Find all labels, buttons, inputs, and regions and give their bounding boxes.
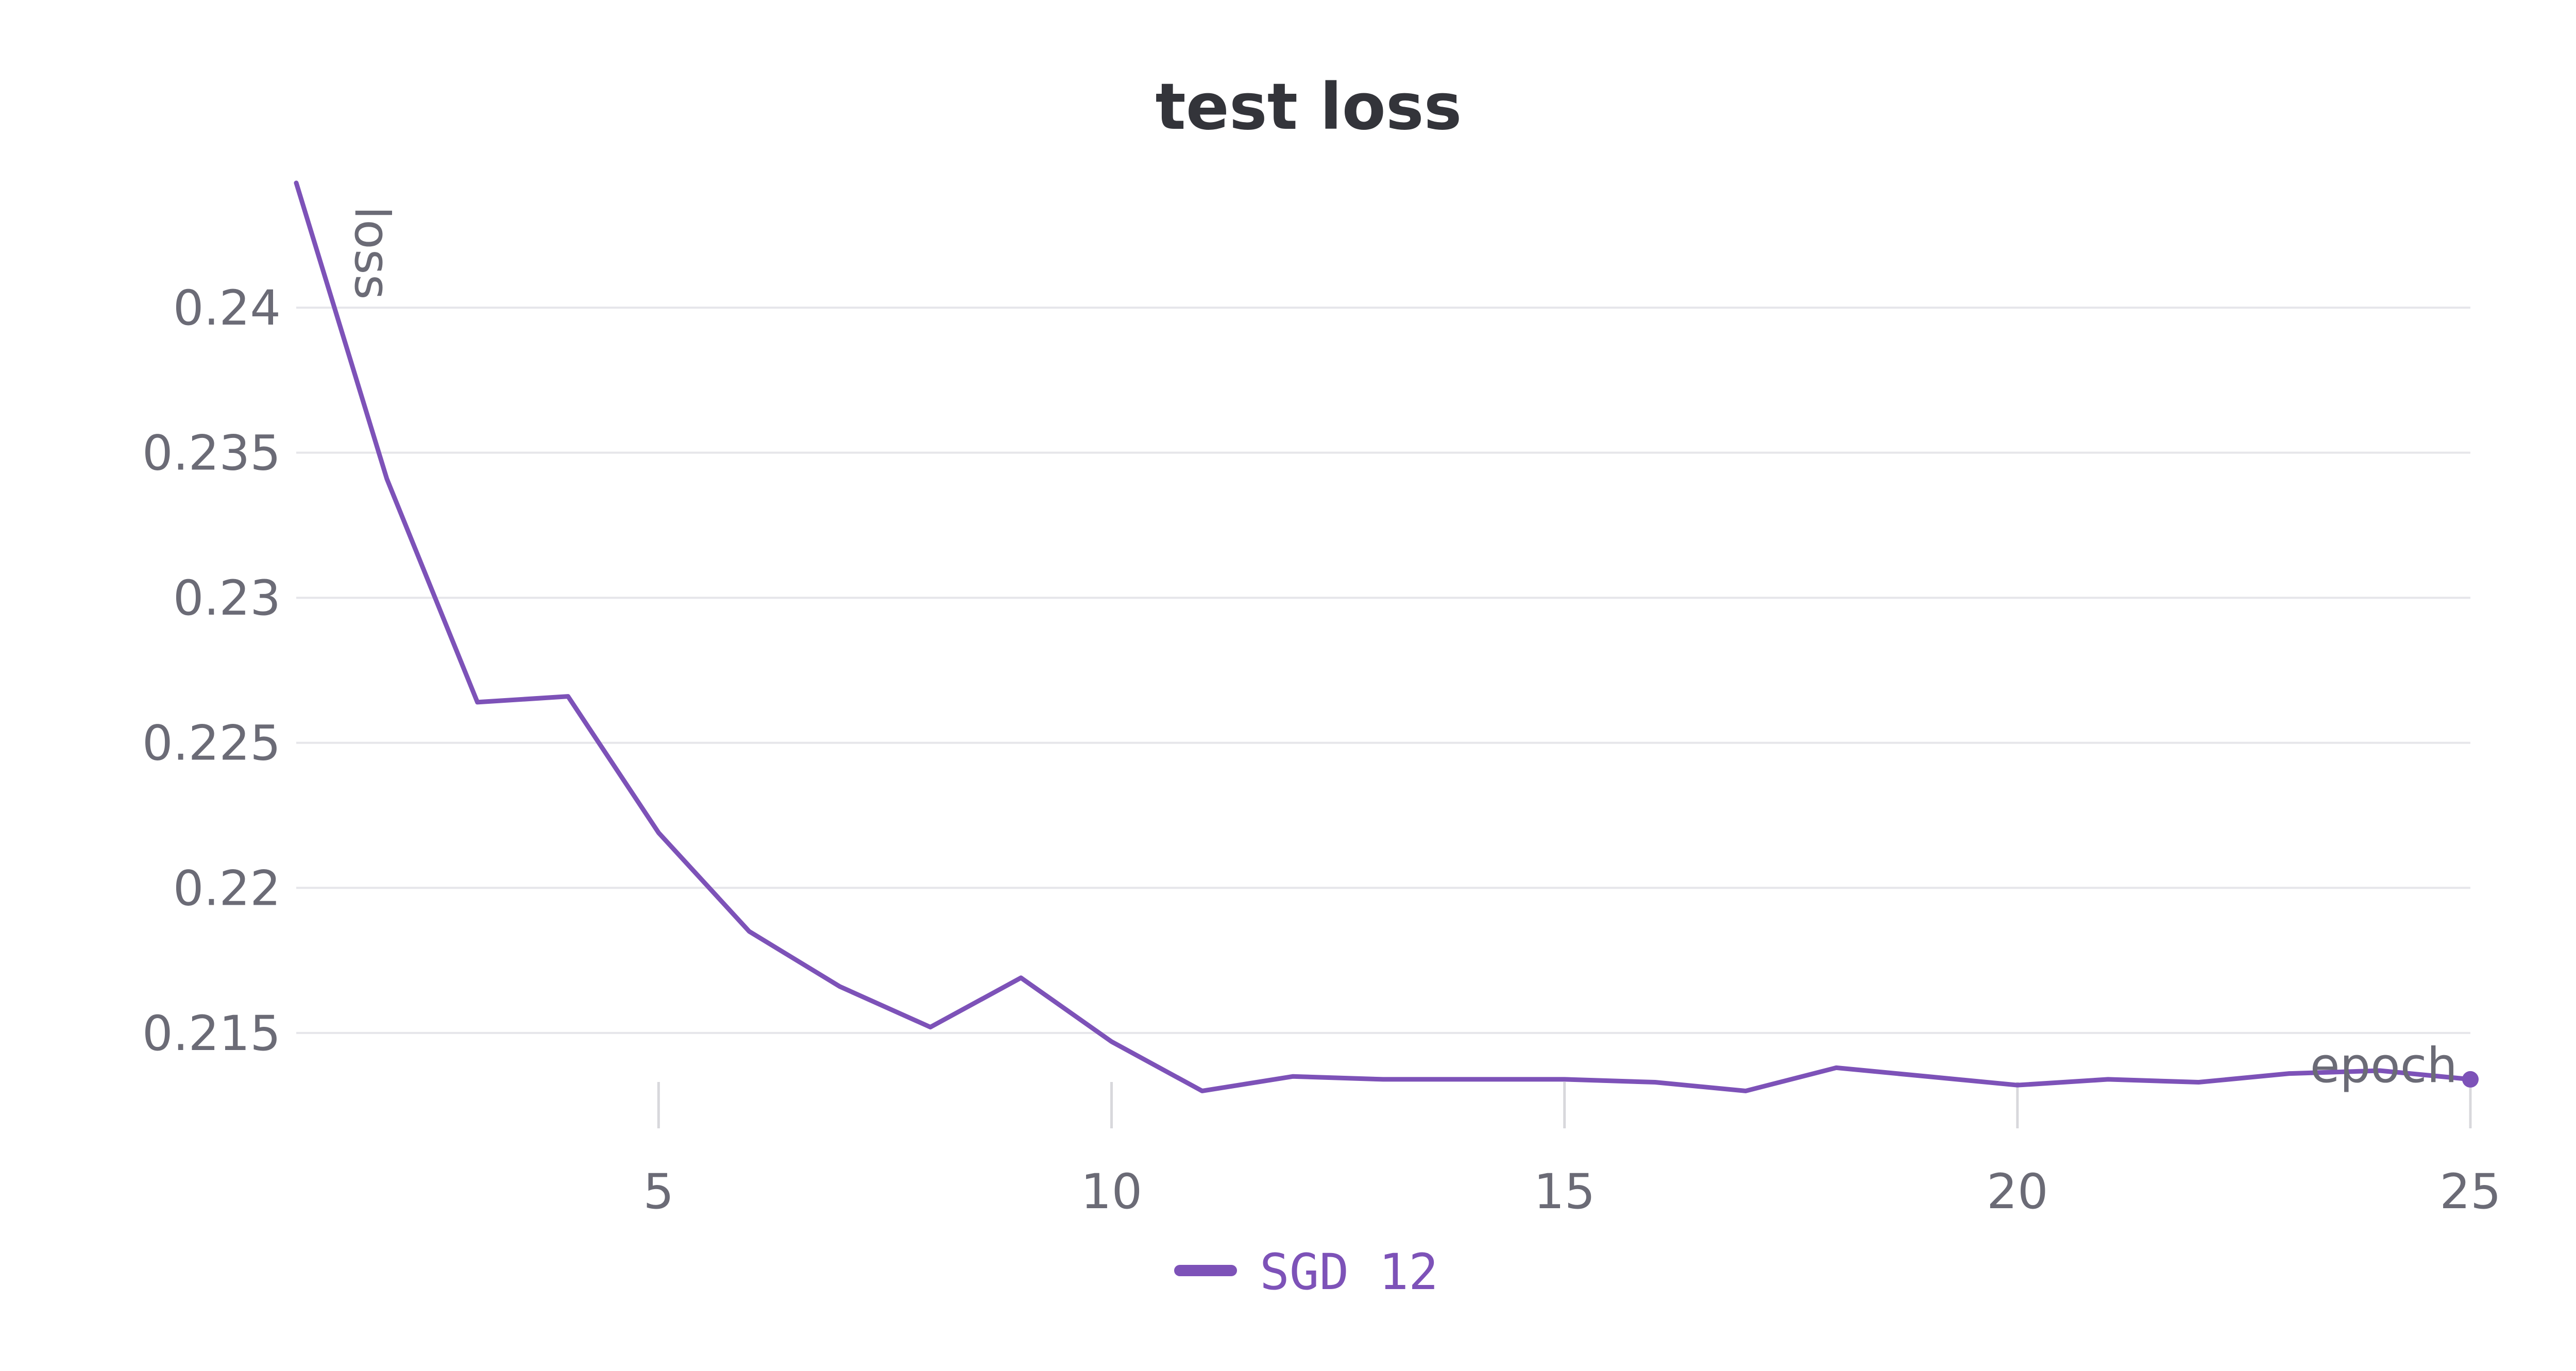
x-axis-label: epoch (2310, 1038, 2458, 1094)
legend-label-sgd-12: SGD 12 (1260, 1243, 1438, 1301)
x-tick-label: 25 (2439, 1164, 2501, 1220)
y-tick-label: 0.215 (142, 1006, 281, 1062)
x-axis-ticks: 5 10 15 20 25 (643, 1082, 2501, 1220)
series-line-sgd-12[interactable] (294, 180, 2473, 1093)
x-tick-label: 10 (1081, 1164, 1143, 1220)
x-tick-label: 20 (1987, 1164, 2048, 1220)
y-axis-ticks: 0.215 0.22 0.225 0.23 0.235 0.24 (142, 280, 281, 1062)
x-tick-label: 15 (1534, 1164, 1596, 1220)
x-tick-label: 5 (643, 1164, 674, 1220)
legend[interactable]: SGD 12 (1174, 1243, 1438, 1301)
y-tick-label: 0.235 (142, 426, 281, 482)
grid-lines (296, 307, 2470, 1034)
y-tick-label: 0.23 (173, 570, 281, 627)
series-layer (294, 180, 2479, 1093)
y-tick-label: 0.24 (173, 280, 281, 336)
y-tick-label: 0.225 (142, 716, 281, 772)
y-tick-label: 0.22 (173, 860, 281, 917)
series-end-point[interactable] (2462, 1071, 2479, 1088)
chart-title: test loss (1156, 70, 1462, 144)
y-axis-label: loss (344, 206, 400, 300)
